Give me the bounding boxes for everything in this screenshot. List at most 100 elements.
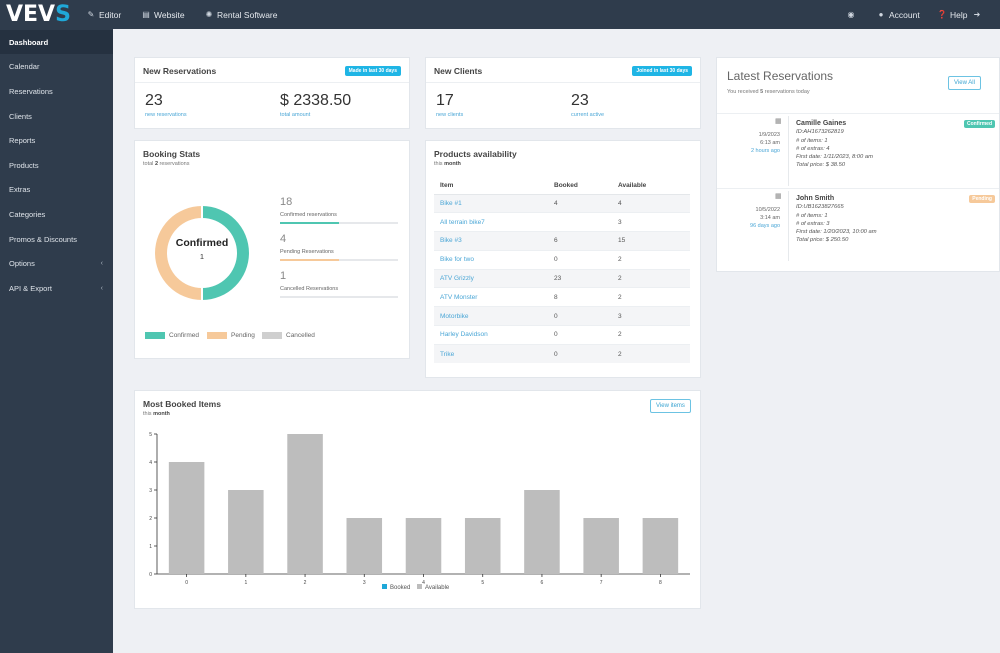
sidebar-item-reports[interactable]: Reports <box>0 128 113 152</box>
nav-website[interactable]: ▤ Website <box>141 0 184 29</box>
sidebar-item-label: Categories <box>9 209 46 219</box>
product-link[interactable]: ATV Grizzly <box>434 268 548 288</box>
reservations-count-link[interactable]: new reservations <box>145 112 187 118</box>
sidebar-item-reservations[interactable]: Reservations <box>0 79 113 103</box>
cancelled-label: Cancelled Reservations <box>280 286 339 292</box>
gear-icon: ✺ <box>205 10 213 19</box>
donut-slice-pending[interactable] <box>155 206 202 300</box>
account-label: Account <box>889 9 920 20</box>
product-link[interactable]: Trike <box>434 343 548 364</box>
booked-cell: 4 <box>548 193 612 213</box>
x-tick-label: 6 <box>541 580 544 586</box>
help-label: Help <box>950 9 968 20</box>
reservation-entry[interactable]: ▦ 10/5/2022 3:14 am 96 days ago John Smi… <box>717 188 999 262</box>
nav-editor-label: Editor <box>99 9 122 20</box>
chevron-left-icon: ‹ <box>100 259 103 267</box>
most-booked-bar-chart: 0 1 2 3 4 5 0 1 2 3 4 5 6 7 8 Booked Available <box>149 432 690 591</box>
timeline-line <box>788 191 789 261</box>
y-tick-label: 5 <box>149 432 152 438</box>
legend-pending[interactable]: Pending <box>207 332 255 339</box>
product-link[interactable]: All terrain bike7 <box>434 212 548 232</box>
nav-rental-software[interactable]: ✺ Rental Software <box>204 0 278 29</box>
bar-available[interactable] <box>642 518 679 574</box>
product-link[interactable]: Bike #3 <box>434 231 548 251</box>
column-header-booked: Booked <box>548 177 612 195</box>
client-name: John Smith <box>796 195 835 202</box>
legend-label-available: Available <box>425 585 450 591</box>
booked-cell: 23 <box>548 268 612 288</box>
y-tick-label: 1 <box>149 544 152 550</box>
account-menu[interactable]: ● Account <box>876 0 920 29</box>
new-clients-link[interactable]: new clients <box>436 112 464 118</box>
booked-cell: 6 <box>548 231 612 251</box>
active-clients-link[interactable]: current active <box>571 112 605 118</box>
sidebar-item-products[interactable]: Products <box>0 153 113 177</box>
help-menu[interactable]: ❓ Help <box>937 0 967 29</box>
active-clients-count: 23 <box>571 92 589 109</box>
view-all-button[interactable]: View All <box>948 76 981 90</box>
bar-available[interactable] <box>464 518 501 574</box>
x-tick-label: 8 <box>659 580 662 586</box>
period-badge: Made in last 30 days <box>344 66 401 76</box>
bar-available[interactable] <box>168 462 205 574</box>
sidebar-item-clients[interactable]: Clients <box>0 104 113 128</box>
legend-cancelled[interactable]: Cancelled <box>262 332 315 339</box>
legend-swatch <box>145 332 165 339</box>
view-items-button[interactable]: View items <box>650 399 691 413</box>
donut-slice-confirmed[interactable] <box>202 206 249 300</box>
nav-rental-software-label: Rental Software <box>217 9 278 20</box>
column-header-item: Item <box>434 177 548 195</box>
total-amount-link[interactable]: total amount <box>280 112 311 118</box>
confirmed-progress <box>280 222 398 224</box>
timeline-line <box>788 116 789 186</box>
product-link[interactable]: Harley Davidson <box>434 325 548 345</box>
sidebar-item-label: Dashboard <box>9 37 49 47</box>
available-cell: 3 <box>612 212 690 232</box>
cancelled-count: 1 <box>280 270 287 282</box>
preview-button[interactable]: ◉ <box>846 0 859 29</box>
sidebar-item-label: API & Export <box>9 283 52 293</box>
eye-icon: ◉ <box>847 10 855 19</box>
table-row: Bike for two 0 2 <box>434 249 690 270</box>
extras-count: # of extras: 4 <box>796 145 830 152</box>
sidebar-item-api-export[interactable]: API & Export ‹ <box>0 276 113 300</box>
legend-confirmed[interactable]: Confirmed <box>145 332 199 339</box>
reservation-datetime: 10/5/2022 3:14 am 96 days ago <box>720 206 780 230</box>
card-title: Latest Reservations <box>727 69 834 83</box>
legend-label: Confirmed <box>169 332 199 339</box>
calendar-icon: ▦ <box>775 193 782 200</box>
table-row: Trike 0 2 <box>434 343 690 364</box>
product-link[interactable]: Bike #1 <box>434 193 548 213</box>
reservation-entry[interactable]: ▦ 1/9/2023 6:13 am 2 hours ago Camille G… <box>717 113 999 187</box>
sidebar-item-dashboard[interactable]: Dashboard <box>0 30 113 54</box>
bar-available[interactable] <box>524 490 560 574</box>
bar-available[interactable] <box>228 490 264 574</box>
client-name: Camille Gaines <box>796 120 847 127</box>
product-link[interactable]: Motorbike <box>434 306 548 326</box>
first-date: First date: 1/20/2023, 10:00 am <box>796 229 877 236</box>
bar-available[interactable] <box>583 518 619 574</box>
product-link[interactable]: Bike for two <box>434 249 548 270</box>
status-badge: Pending <box>969 195 995 203</box>
booking-donut-chart <box>155 205 249 301</box>
legend-label-booked: Booked <box>390 585 410 591</box>
products-table: Item Booked Available Bike #1 4 4 All terr… <box>434 177 690 364</box>
sidebar-item-options[interactable]: Options ‹ <box>0 251 113 275</box>
legend-swatch-available <box>417 584 422 589</box>
logo[interactable]: VEVS <box>6 2 71 27</box>
sidebar-item-promos[interactable]: Promos & Discounts <box>0 227 113 251</box>
nav-editor[interactable]: ✎ Editor <box>86 0 122 29</box>
bar-available[interactable] <box>346 518 383 574</box>
bar-available[interactable] <box>405 518 442 574</box>
legend-label: Pending <box>231 332 255 339</box>
bar-available[interactable] <box>287 434 323 574</box>
sub-prefix: You received <box>727 89 759 95</box>
column-header-available: Available <box>612 177 690 195</box>
sub-suffix: reservations <box>159 161 190 167</box>
product-link[interactable]: ATV Monster <box>434 287 548 307</box>
items-count: # of items: 1 <box>796 137 828 144</box>
sidebar-item-categories[interactable]: Categories <box>0 202 113 226</box>
logout-button[interactable]: ➜ <box>972 0 985 29</box>
sidebar-item-extras[interactable]: Extras <box>0 177 113 201</box>
sidebar-item-calendar[interactable]: Calendar <box>0 54 113 78</box>
